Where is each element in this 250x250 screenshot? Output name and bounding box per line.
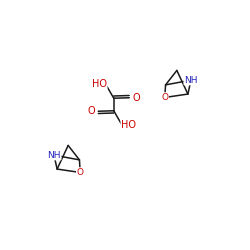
Text: NH: NH (184, 76, 198, 85)
Text: NH: NH (47, 151, 61, 160)
Text: HO: HO (121, 120, 136, 130)
Text: O: O (161, 93, 168, 102)
Text: O: O (132, 93, 140, 103)
Text: O: O (77, 168, 84, 177)
Text: O: O (88, 106, 95, 116)
Text: HO: HO (92, 79, 107, 89)
